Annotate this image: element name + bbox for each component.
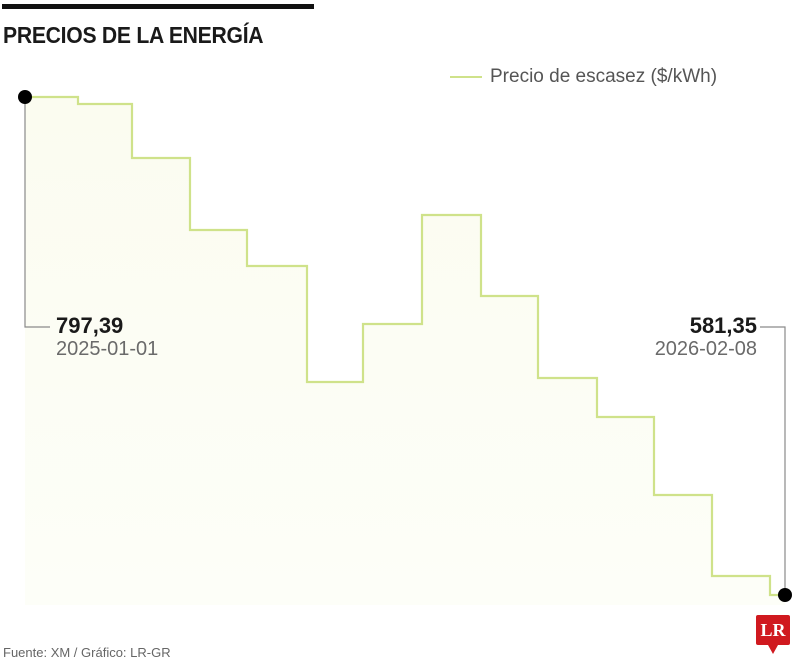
end-annotation: 581,35 2026-02-08 (654, 313, 757, 361)
legend-label: Precio de escasez ($/kWh) (490, 66, 718, 87)
start-leader-line (24, 97, 50, 328)
source-credit: Fuente: XM / Gráfico: LR-GR (3, 645, 171, 660)
start-marker (18, 90, 32, 104)
legend: Precio de escasez ($/kWh) (450, 66, 717, 88)
start-annotation: 797,39 2025-01-01 (56, 313, 159, 361)
end-leader-line (760, 326, 786, 595)
logo-speech-tail (768, 645, 778, 654)
chart-title: PRECIOS DE LA ENERGÍA (3, 22, 264, 48)
title-rule (2, 4, 314, 9)
lr-logo-icon: LR (756, 615, 790, 645)
price-step-line (25, 95, 785, 597)
start-value: 797,39 (56, 313, 124, 338)
legend-line-swatch (450, 76, 482, 78)
end-marker (778, 588, 792, 602)
end-date: 2026-02-08 (654, 338, 757, 360)
end-value: 581,35 (689, 313, 757, 338)
area-fill (25, 97, 785, 605)
start-date: 2025-01-01 (56, 338, 159, 360)
